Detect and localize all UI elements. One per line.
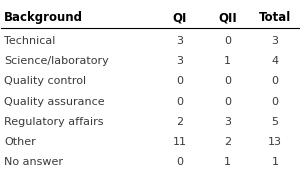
Text: 13: 13 xyxy=(268,137,282,147)
Text: QI: QI xyxy=(172,11,187,24)
Text: 4: 4 xyxy=(271,56,278,66)
Text: 11: 11 xyxy=(173,137,187,147)
Text: Regulatory affairs: Regulatory affairs xyxy=(4,117,104,127)
Text: 0: 0 xyxy=(224,36,231,46)
Text: No answer: No answer xyxy=(4,157,63,167)
Text: 2: 2 xyxy=(224,137,231,147)
Text: 3: 3 xyxy=(224,117,231,127)
Text: 0: 0 xyxy=(224,76,231,86)
Text: 0: 0 xyxy=(271,76,278,86)
Text: 2: 2 xyxy=(176,117,183,127)
Text: 0: 0 xyxy=(176,157,183,167)
Text: 1: 1 xyxy=(271,157,278,167)
Text: Total: Total xyxy=(259,11,291,24)
Text: 1: 1 xyxy=(224,157,231,167)
Text: 1: 1 xyxy=(224,56,231,66)
Text: 3: 3 xyxy=(176,56,183,66)
Text: 0: 0 xyxy=(176,76,183,86)
Text: 0: 0 xyxy=(176,97,183,107)
Text: Background: Background xyxy=(4,11,83,24)
Text: 5: 5 xyxy=(271,117,278,127)
Text: 3: 3 xyxy=(176,36,183,46)
Text: 0: 0 xyxy=(224,97,231,107)
Text: QII: QII xyxy=(218,11,237,24)
Text: Quality control: Quality control xyxy=(4,76,86,86)
Text: 0: 0 xyxy=(271,97,278,107)
Text: 3: 3 xyxy=(271,36,278,46)
Text: Quality assurance: Quality assurance xyxy=(4,97,105,107)
Text: Science/laboratory: Science/laboratory xyxy=(4,56,109,66)
Text: Technical: Technical xyxy=(4,36,56,46)
Text: Other: Other xyxy=(4,137,36,147)
